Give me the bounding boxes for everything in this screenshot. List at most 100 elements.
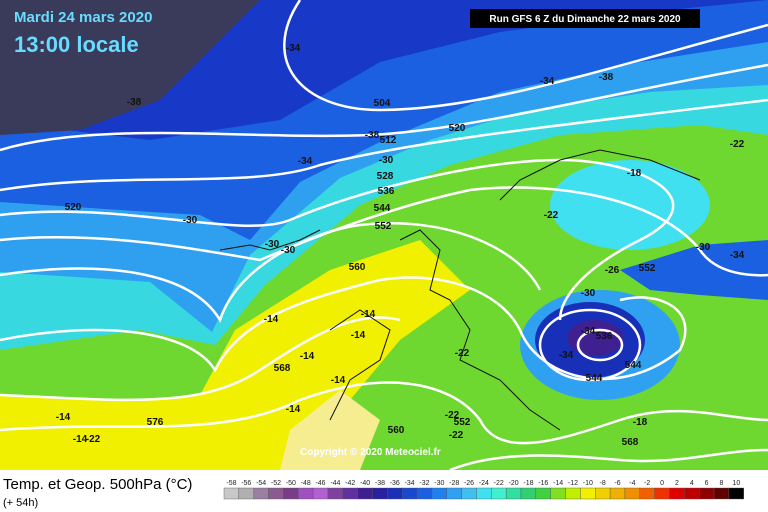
east-blue xyxy=(620,240,768,300)
coastline xyxy=(499,149,701,201)
contour-label: 552 xyxy=(375,221,392,232)
contour-label: -18 xyxy=(633,417,648,428)
contour-label: -34 xyxy=(540,76,555,87)
contour xyxy=(0,186,768,277)
scale-swatch xyxy=(446,487,462,500)
contour xyxy=(0,316,401,402)
contour-label: 552 xyxy=(639,263,656,274)
scale-label: -6 xyxy=(614,480,620,487)
scale-label: -16 xyxy=(538,480,548,487)
contour-label: -34 xyxy=(298,156,313,167)
contour-label: 544 xyxy=(625,360,642,371)
contour-label: -34 xyxy=(730,250,745,261)
scale-swatch xyxy=(238,487,254,500)
contour-label: 520 xyxy=(449,123,466,134)
scale-label: -18 xyxy=(523,480,533,487)
contour-label: -22 xyxy=(445,410,460,421)
contour-label: -30 xyxy=(581,288,596,299)
scale-swatch xyxy=(342,487,358,500)
scale-label: -8 xyxy=(600,480,606,487)
scale-label: -46 xyxy=(315,480,325,487)
color-scale: -58 -56 -54 -52 -50 -48 -46 -44 -42 -40 -38 -36 -34-… xyxy=(223,480,744,500)
contour-label: -22 xyxy=(449,430,464,441)
contour-label: -30 xyxy=(265,239,280,250)
contour-label: 576 xyxy=(147,417,164,428)
contours xyxy=(0,0,768,472)
scale-label: 10 xyxy=(732,480,740,487)
scale-swatch xyxy=(298,487,314,500)
scale-swatch xyxy=(713,487,730,500)
scale-label: -38 xyxy=(375,480,385,487)
contour-label: -14 xyxy=(286,404,301,415)
scale-label: -28 xyxy=(449,480,459,487)
scale-label: -34 xyxy=(405,480,415,487)
contour-label: 560 xyxy=(349,262,366,273)
contour-label: -38 xyxy=(127,97,142,108)
contour xyxy=(576,328,624,362)
run-label: Run GFS 6 Z du Dimanche 22 mars 2020 xyxy=(489,14,681,25)
scale-swatch xyxy=(609,487,626,500)
contour-label: -22 xyxy=(730,139,745,150)
scale-swatch xyxy=(669,487,685,500)
contour-label: -34 xyxy=(581,326,596,337)
scale-swatch xyxy=(283,487,299,500)
contour-label: -18 xyxy=(627,168,642,179)
scale-swatch xyxy=(654,487,670,500)
contour xyxy=(0,381,768,445)
yellow-zone xyxy=(0,240,470,470)
scale-swatch xyxy=(535,487,551,500)
scale-label: -54 xyxy=(256,480,266,487)
scale-label: 2 xyxy=(675,480,679,487)
scale-swatch xyxy=(520,487,537,500)
scale-swatch xyxy=(387,487,403,500)
scale-label: -44 xyxy=(330,480,340,487)
legend-lead: (+ 54h) xyxy=(3,497,38,509)
scale-label: 4 xyxy=(690,480,694,487)
scale-swatch xyxy=(223,487,240,500)
contour-label: -26 xyxy=(605,265,620,276)
scale-label: -14 xyxy=(553,480,563,487)
contour-label: -14 xyxy=(351,330,366,341)
coastline xyxy=(219,229,321,251)
contour-label: -14 xyxy=(73,434,88,445)
scale-swatch xyxy=(431,487,447,500)
scale-label: -26 xyxy=(464,480,474,487)
scale-swatch xyxy=(461,487,477,500)
copyright: Copyright © 2020 Meteociel.fr xyxy=(300,447,441,458)
date: Mardi 24 mars 2020 xyxy=(14,9,152,26)
contour-label: -38 xyxy=(599,72,614,83)
scale-label: -50 xyxy=(286,480,296,487)
coastline xyxy=(399,229,561,431)
contour-label: 552 xyxy=(454,417,471,428)
scale-swatch xyxy=(357,487,373,500)
contour-label: -34 xyxy=(559,350,574,361)
contour xyxy=(449,448,768,472)
contour-label: -22 xyxy=(544,210,559,221)
contour-label: -30 xyxy=(696,242,711,253)
scale-swatch xyxy=(253,487,269,500)
scale-swatch xyxy=(580,487,596,500)
scale-label: 0 xyxy=(660,480,664,487)
scale-swatch xyxy=(312,487,329,500)
contour-label: -38 xyxy=(365,130,380,141)
scale-label: -42 xyxy=(345,480,355,487)
scale-swatch xyxy=(327,487,344,500)
scale-swatch xyxy=(476,487,492,500)
contour-label: 568 xyxy=(274,363,291,374)
contour-label: 544 xyxy=(586,373,603,384)
contour-label: 536 xyxy=(596,331,613,342)
contour-label: 504 xyxy=(374,98,391,109)
time: 13:00 locale xyxy=(14,32,139,57)
scale-label: 6 xyxy=(705,480,709,487)
contour-label: -22 xyxy=(86,434,101,445)
contour-label: -14 xyxy=(361,309,376,320)
scale-swatch xyxy=(639,487,655,500)
scale-label: -56 xyxy=(241,480,251,487)
contour xyxy=(0,63,768,152)
coastlines xyxy=(219,149,701,431)
scale-label: -10 xyxy=(583,480,593,487)
scale-swatch xyxy=(372,487,388,500)
contour-label: 512 xyxy=(380,135,397,146)
